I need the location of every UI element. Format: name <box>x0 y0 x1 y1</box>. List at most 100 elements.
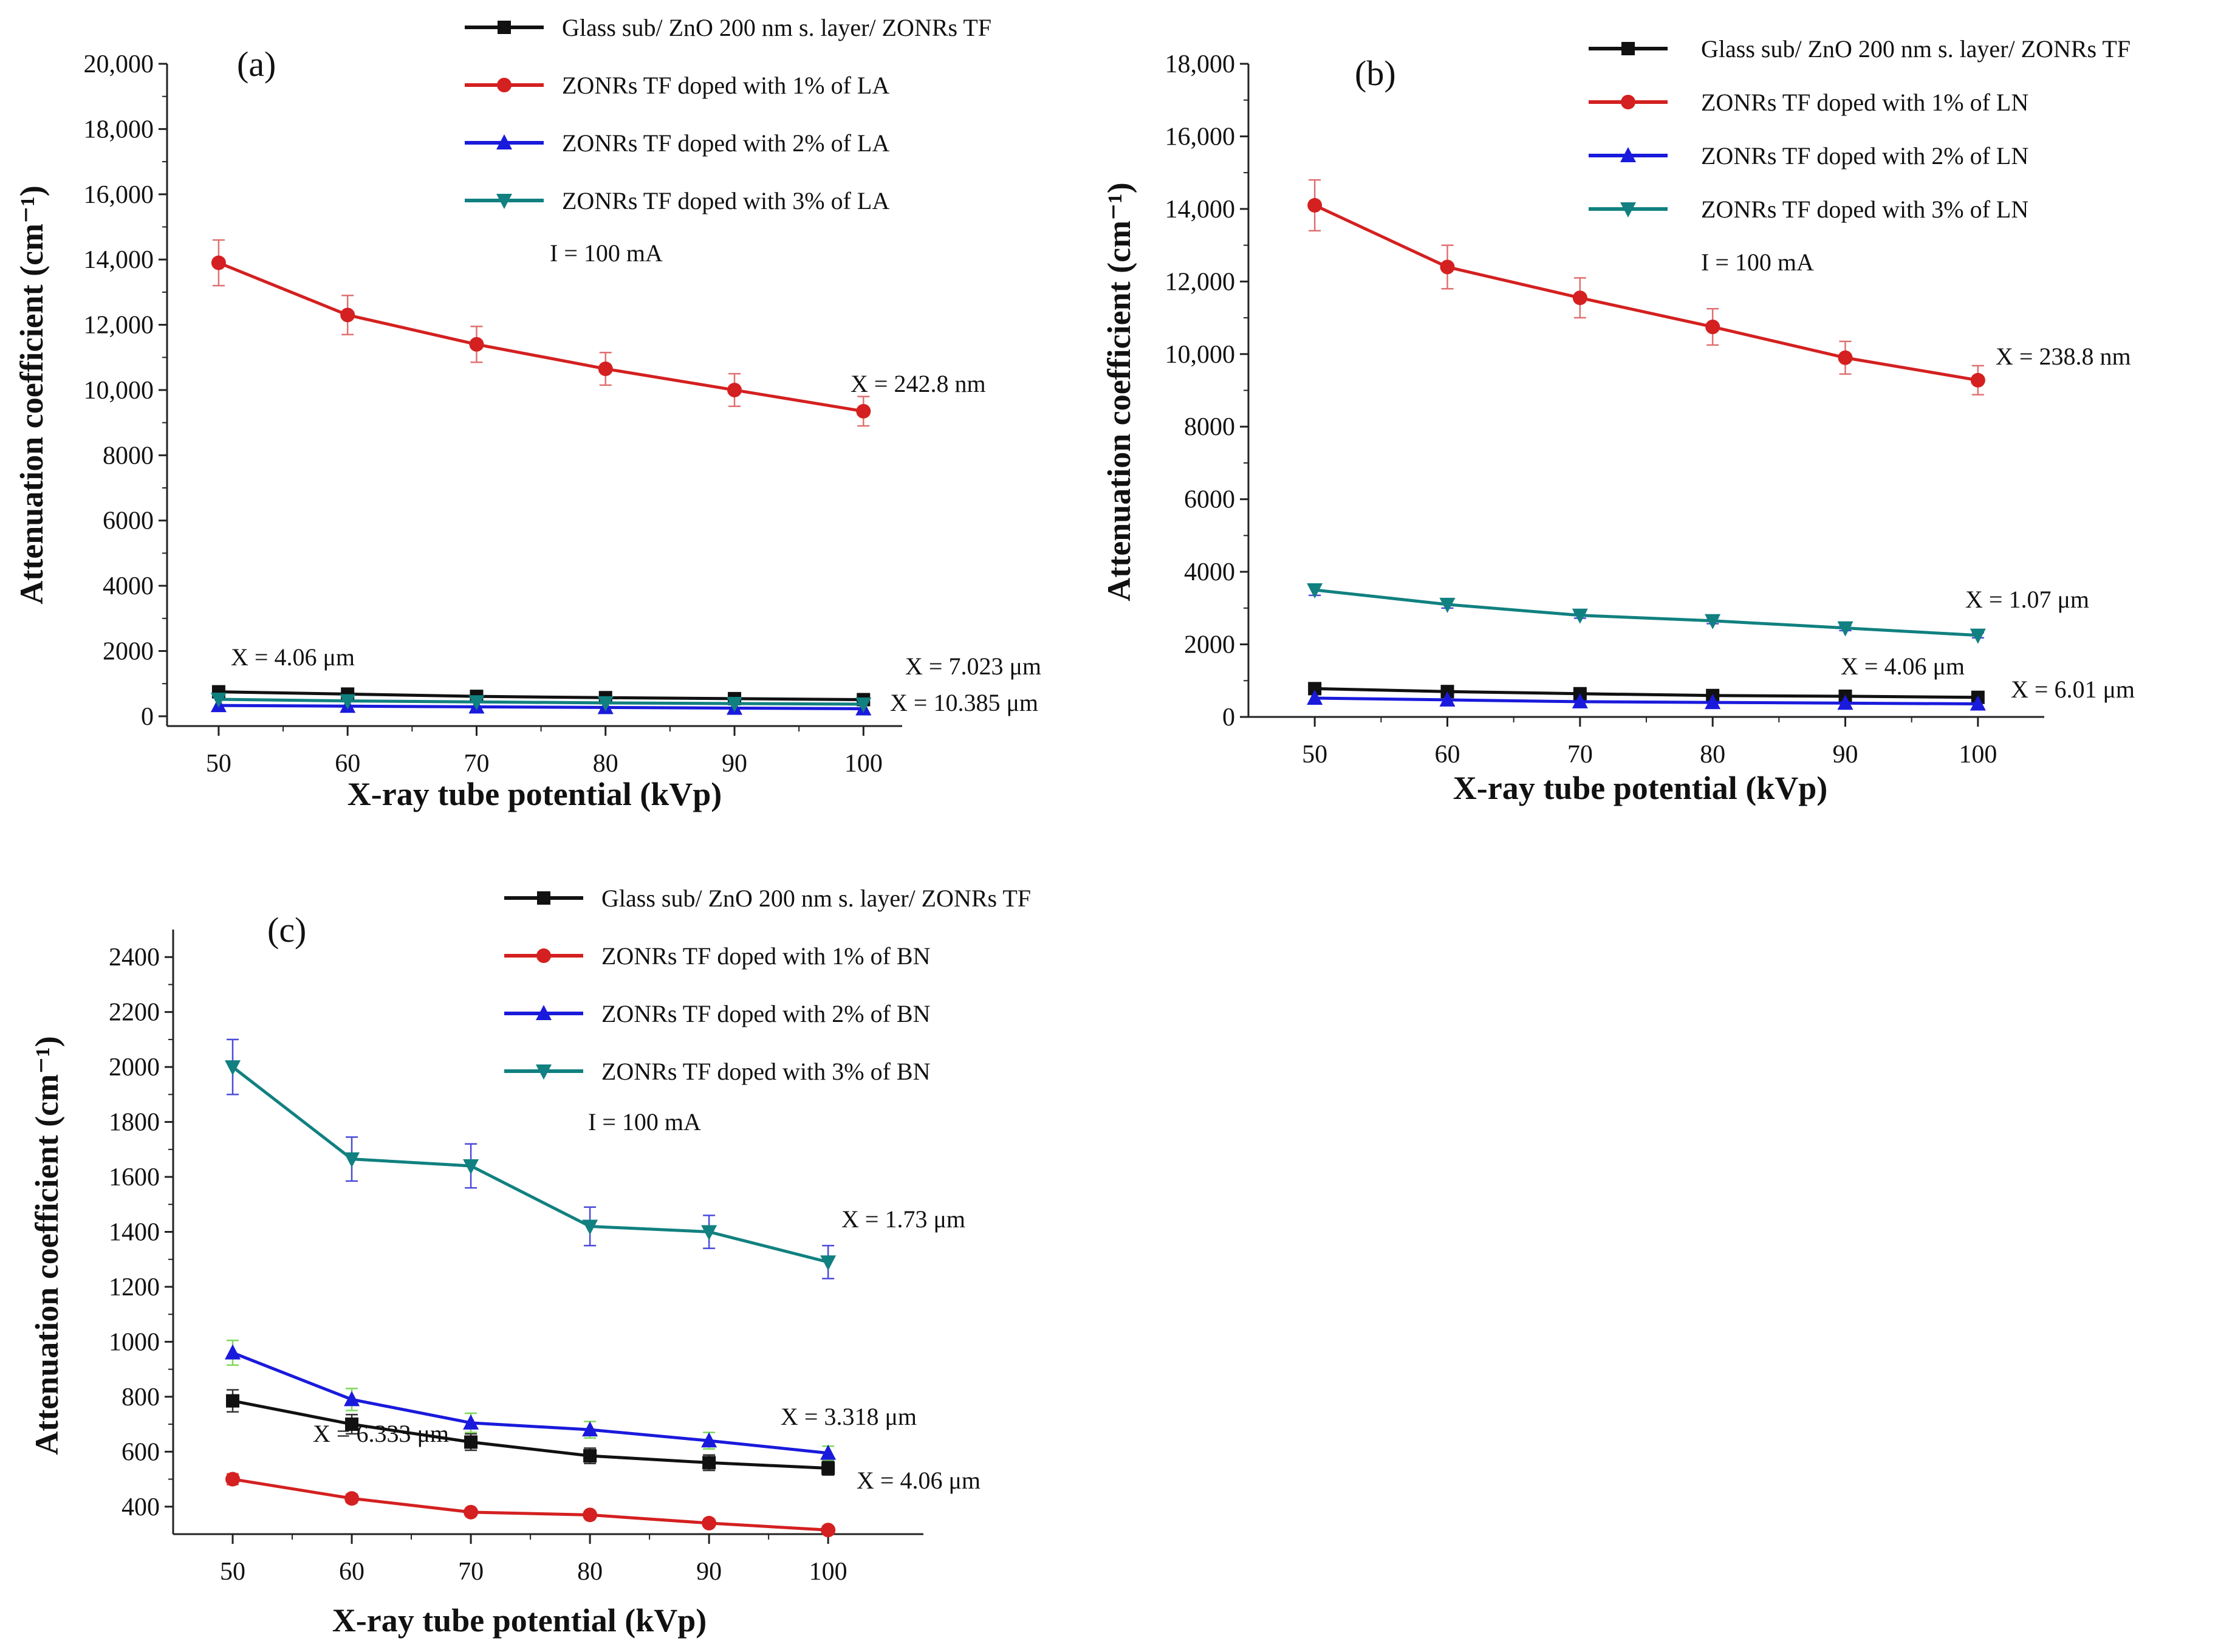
legend-marker <box>536 1064 552 1080</box>
x-tick-label: 70 <box>458 1558 484 1586</box>
y-tick-label: 4000 <box>103 572 154 600</box>
series-line <box>232 1351 829 1455</box>
x-tick-label: 80 <box>1700 741 1725 769</box>
series-line <box>1315 687 1978 699</box>
y-tick-label: 2400 <box>109 944 160 972</box>
data-point <box>701 1432 717 1448</box>
data-point <box>702 1456 716 1470</box>
data-point <box>1308 682 1322 696</box>
data-point <box>1439 597 1456 613</box>
data-point <box>225 1344 241 1360</box>
panel-label: (b) <box>1355 53 1396 93</box>
series-line <box>217 261 864 413</box>
data-point <box>1705 319 1720 334</box>
data-point <box>727 696 743 712</box>
data-point <box>463 1159 479 1174</box>
panel-c: 400 600 800 1000 1200 1400 1600 1800 2000 2200 240… <box>29 885 1031 1639</box>
y-tick-label: 2000 <box>1184 631 1235 659</box>
data-point <box>1705 614 1721 629</box>
data-point <box>701 1225 717 1241</box>
x-tick-label: 80 <box>577 1558 603 1586</box>
data-point <box>1970 695 1986 711</box>
legend-label: Glass sub/ ZnO 200 nm s. layer/ ZONRs TF <box>601 885 1031 912</box>
legend-marker <box>537 891 550 905</box>
data-point <box>344 1491 360 1506</box>
y-tick-label: 1800 <box>109 1109 160 1137</box>
series-0 <box>226 1389 835 1476</box>
data-point <box>464 1435 478 1449</box>
current-note: I = 100 mA <box>550 239 663 267</box>
series-line <box>218 704 864 711</box>
data-point <box>702 1515 717 1530</box>
data-point <box>225 1060 241 1076</box>
thickness-annotation: X = 1.07 μm <box>1965 586 2089 613</box>
thickness-annotation: X = 4.06 μm <box>857 1467 981 1494</box>
legend-label: ZONRs TF doped with 2% of LN <box>1701 142 2028 170</box>
x-axis-title: X-ray tube potential (kVp) <box>332 1602 707 1639</box>
legend-label: ZONRs TF doped with 1% of LA <box>562 72 889 99</box>
data-point <box>1572 693 1588 708</box>
data-point <box>821 1523 836 1538</box>
y-tick-label: 1400 <box>109 1219 160 1247</box>
legend-marker <box>497 78 512 92</box>
y-tick-label: 0 <box>1222 704 1235 732</box>
x-axis-title: X-ray tube potential (kVp) <box>1453 770 1828 806</box>
data-point <box>210 692 227 708</box>
x-tick-label: 100 <box>809 1558 847 1586</box>
legend-marker <box>536 948 551 963</box>
data-point <box>344 1152 360 1168</box>
thickness-annotation: X = 10.385 μm <box>890 689 1038 716</box>
y-tick-label: 2000 <box>103 638 154 666</box>
y-tick-label: 20,000 <box>84 50 154 78</box>
series-line <box>232 1399 829 1470</box>
y-tick-label: 1000 <box>109 1328 160 1356</box>
data-point <box>1838 350 1853 365</box>
data-point <box>468 695 485 711</box>
panel-a: 0 2000 4000 6000 8000 10,000 12,000 14,000 16,00… <box>13 14 1041 812</box>
x-tick-label: 60 <box>1435 741 1460 769</box>
y-tick-label: 1600 <box>109 1164 160 1191</box>
data-point <box>583 1507 598 1523</box>
thickness-annotation: X = 242.8 nm <box>851 370 986 397</box>
data-point <box>855 697 872 713</box>
thickness-annotation: X = 7.023 μm <box>905 653 1041 680</box>
x-tick-label: 70 <box>464 750 489 778</box>
x-tick-label: 90 <box>696 1558 722 1586</box>
y-tick-label: 14,000 <box>84 246 154 274</box>
data-point <box>1837 621 1853 637</box>
y-tick-label: 12,000 <box>1165 268 1236 296</box>
series-1 <box>225 1472 836 1538</box>
y-tick-label: 800 <box>122 1383 160 1411</box>
y-tick-label: 18,000 <box>84 115 154 143</box>
legend-label: ZONRs TF doped with 3% of LN <box>1701 196 2028 223</box>
thickness-annotation: X = 1.73 μm <box>841 1205 965 1233</box>
panel-label: (c) <box>267 910 306 950</box>
series-2 <box>225 1339 837 1461</box>
series-1 <box>211 239 871 427</box>
x-tick-label: 90 <box>1833 741 1858 769</box>
thickness-annotation: X = 3.318 μm <box>781 1403 917 1430</box>
y-axis-title: Attenuation coefficient (cm⁻¹) <box>29 1036 65 1455</box>
legend-marker <box>1620 202 1636 218</box>
y-tick-label: 6000 <box>103 507 154 535</box>
data-point <box>820 1444 837 1460</box>
series-line <box>1314 204 1979 382</box>
y-tick-label: 10,000 <box>1165 341 1236 369</box>
y-tick-label: 14,000 <box>1165 196 1236 224</box>
legend-marker <box>498 21 511 34</box>
y-tick-label: 2000 <box>109 1054 160 1081</box>
y-tick-label: 0 <box>141 703 154 731</box>
thickness-annotation: X = 6.333 μm <box>313 1420 449 1447</box>
legend-label: ZONRs TF doped with 1% of LN <box>1701 89 2028 116</box>
y-tick-label: 6000 <box>1184 486 1235 514</box>
data-point <box>583 1449 597 1463</box>
y-tick-label: 8000 <box>1184 413 1235 441</box>
data-point <box>1970 372 1985 388</box>
data-point <box>340 694 356 710</box>
current-note: I = 100 mA <box>1701 248 1814 276</box>
y-tick-label: 2200 <box>109 999 160 1027</box>
data-point <box>582 1421 598 1437</box>
legend-marker <box>536 1005 552 1020</box>
y-tick-label: 16,000 <box>1165 123 1236 151</box>
x-tick-label: 50 <box>206 750 231 778</box>
